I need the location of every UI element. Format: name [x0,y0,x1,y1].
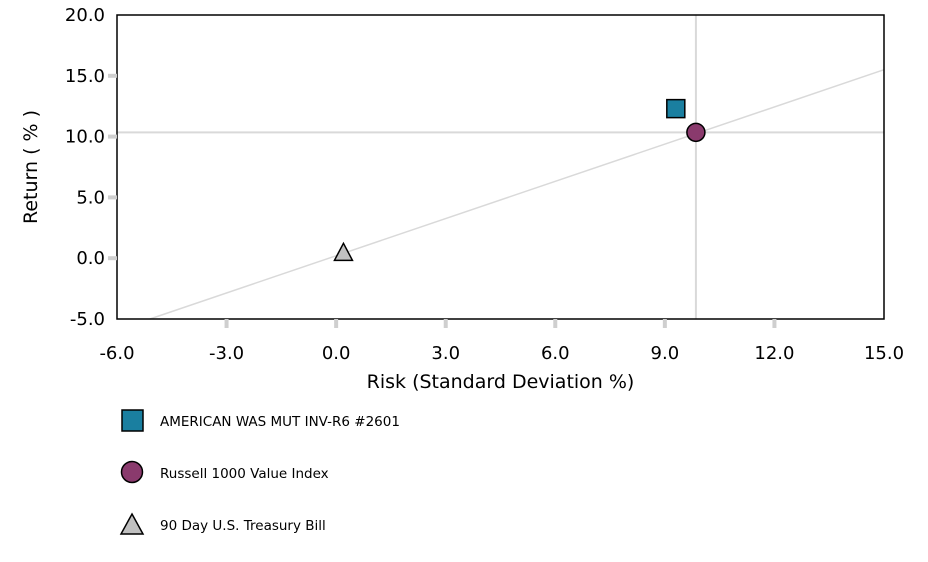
y-tick-label: 10.0 [65,127,105,148]
triangle-marker-icon [119,512,145,535]
data-point-circle [686,122,706,143]
data-markers [333,98,706,262]
x-tick-label: -6.0 [99,343,134,364]
y-tick-label: 0.0 [76,248,105,269]
x-tick-label: 6.0 [541,343,570,364]
circle-marker-icon [120,460,144,484]
risk-return-chart: -6.0 -3.0 0.0 3.0 6.0 9.0 12.0 15.0 20.0 15.0 10.0… [20,5,904,393]
data-point-triangle [333,241,354,262]
y-tick-label: 15.0 [65,66,105,87]
axis-ticks: -6.0 -3.0 0.0 3.0 6.0 9.0 12.0 15.0 20.0 15.0 10.0… [65,5,904,364]
x-tick-label: 15.0 [864,343,904,364]
legend-label: Russell 1000 Value Index [160,466,329,482]
legend-label: 90 Day U.S. Treasury Bill [160,518,326,534]
plot-background [117,15,884,319]
y-axis-title: Return ( % ) [20,110,42,224]
x-tick-label: 12.0 [754,343,794,364]
x-tick-label: -3.0 [209,343,244,364]
plot-frame [116,14,885,320]
y-tick-label: 5.0 [76,187,105,208]
y-tick-label: -5.0 [70,309,105,330]
capital-market-line [149,69,885,320]
y-tick-label: 20.0 [65,5,105,26]
x-tick-label: 3.0 [431,343,460,364]
data-point-square [666,98,686,119]
legend-label: AMERICAN WAS MUT INV-R6 #2601 [160,414,400,430]
reference-lines [117,15,885,320]
x-tick-label: 9.0 [651,343,680,364]
plot-area [117,15,884,319]
x-axis-title: Risk (Standard Deviation %) [367,371,635,393]
square-marker-icon [121,409,144,432]
x-tick-label: 0.0 [322,343,351,364]
